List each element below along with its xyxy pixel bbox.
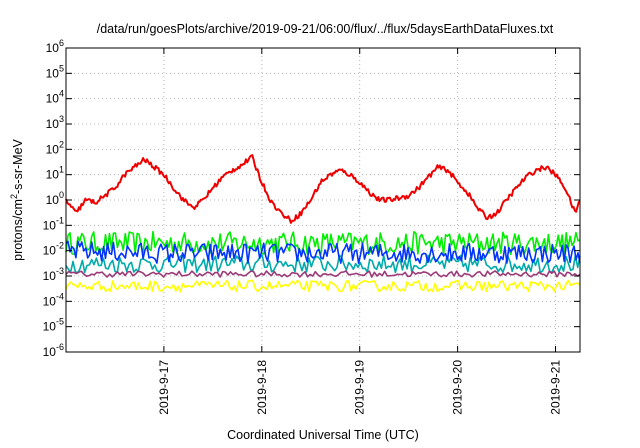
- x-axis-ticks: 2019-9-17 2019-9-18 2019-9-19 2019-9-20 2019…: [157, 48, 563, 415]
- y-tick-label: 104: [46, 89, 64, 106]
- series-line-3: [65, 240, 581, 265]
- series-line-1: [65, 230, 581, 256]
- x-tick-label: 2019-9-21: [549, 360, 563, 415]
- y-tick-label: 10-5: [43, 317, 64, 334]
- y-tick-label: 103: [46, 114, 64, 131]
- y-tick-label: 10-2: [43, 241, 64, 258]
- y-tick-label: 105: [46, 63, 64, 80]
- x-tick-label: 2019-9-20: [451, 360, 465, 415]
- y-tick-label: 10-6: [43, 342, 64, 359]
- y-label-exponent: 2: [9, 194, 19, 199]
- series-line-5: [65, 279, 581, 293]
- y-tick-label: 10-3: [43, 266, 64, 283]
- y-tick-label: 10-4: [43, 291, 64, 308]
- x-axis-label: Coordinated Universal Time (UTC): [227, 428, 419, 442]
- y-tick-label: 106: [46, 38, 64, 55]
- series-line-4: [65, 270, 581, 278]
- y-tick-label: 102: [46, 139, 64, 156]
- series-lines: [65, 154, 581, 293]
- series-line-2: [65, 254, 581, 274]
- y-label-part-1: protons/cm: [11, 199, 25, 261]
- grid: [66, 48, 580, 352]
- y-axis-ticks: 106 105 104 103 102 101 100 10-1 10-2 10-3 10-4 10-…: [43, 38, 580, 359]
- y-axis-label: protons/cm2-s-sr-MeV: [9, 138, 25, 260]
- y-tick-label: 10-1: [43, 215, 64, 232]
- x-tick-label: 2019-9-19: [353, 360, 367, 415]
- y-tick-label: 100: [46, 190, 64, 207]
- x-tick-label: 2019-9-17: [157, 360, 171, 415]
- x-tick-label: 2019-9-18: [255, 360, 269, 415]
- series-line-6: [65, 154, 581, 224]
- chart-title: /data/run/goesPlots/archive/2019-09-21/0…: [97, 22, 554, 36]
- y-label-part-2: -s-sr-MeV: [11, 138, 25, 194]
- y-tick-label: 101: [46, 165, 64, 182]
